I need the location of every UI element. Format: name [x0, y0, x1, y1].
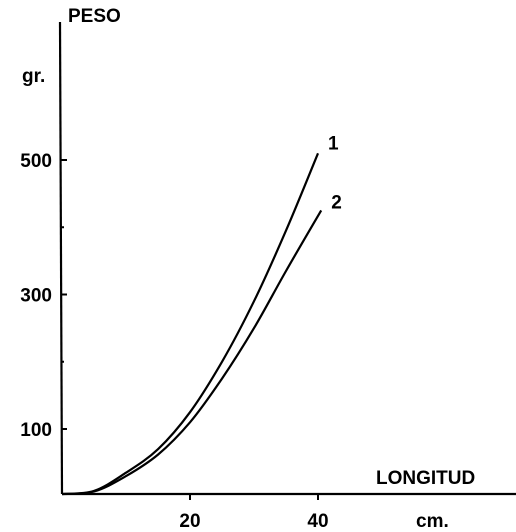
y-tick-label-300: 300 — [20, 286, 52, 307]
y-tick-label-100: 100 — [20, 420, 52, 441]
y-axis-title: PESO — [68, 6, 121, 27]
x-tick-label-40: 40 — [307, 511, 328, 532]
y-tick-label-500: 500 — [20, 151, 52, 172]
series-2-label: 2 — [331, 192, 342, 213]
y-axis — [58, 21, 64, 495]
x-axis-title: LONGITUD — [376, 468, 475, 489]
series-1-line — [61, 152, 320, 496]
x-tick-label-20: 20 — [179, 511, 200, 532]
curves: 12 — [61, 133, 342, 496]
ticks: 100 300 500 20 40 — [20, 151, 328, 532]
x-axis-unit: cm. — [416, 511, 449, 532]
series-1-label: 1 — [328, 133, 339, 154]
y-axis-unit: gr. — [22, 66, 45, 87]
series-2-line — [61, 209, 323, 496]
